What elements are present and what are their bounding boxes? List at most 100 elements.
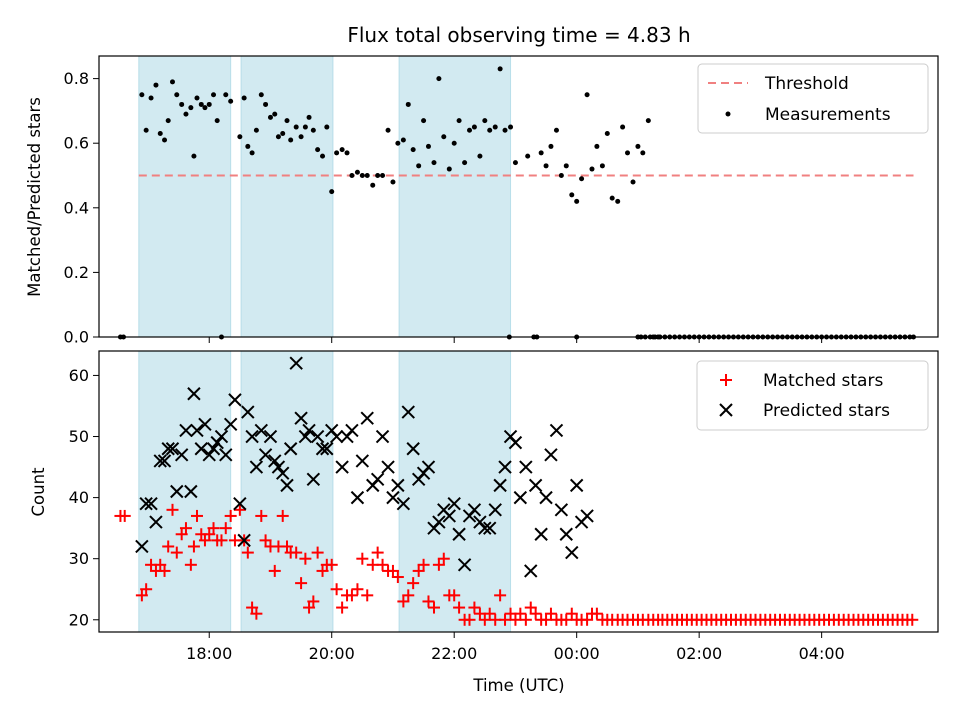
measurement-point xyxy=(615,198,621,204)
y-ticks-top: 0.0 0.2 0.4 0.6 0.8 xyxy=(64,69,99,347)
predicted-star-point xyxy=(153,454,167,468)
measurement-point xyxy=(263,101,269,107)
matched-star-point xyxy=(162,540,175,553)
predicted-star-point xyxy=(179,423,193,438)
predicted-star-point xyxy=(223,417,238,432)
matched-star-point xyxy=(179,522,192,535)
predicted-star-point xyxy=(214,429,229,444)
predicted-star-point xyxy=(544,448,558,462)
measurement-point xyxy=(492,124,498,130)
matched-star-point xyxy=(325,558,338,571)
predicted-star-point xyxy=(219,448,233,462)
predicted-star-point xyxy=(534,527,548,541)
matched-star-point xyxy=(581,613,594,626)
predicted-star-point xyxy=(442,509,457,523)
y-tick-label: 0.8 xyxy=(64,69,89,88)
measurement-point xyxy=(410,147,416,153)
matched-star-point xyxy=(198,534,211,547)
measurement-point xyxy=(385,127,391,133)
measurement-point xyxy=(431,160,437,166)
matched-star-point xyxy=(295,577,308,590)
measurement-point xyxy=(375,173,381,179)
matched-star-point xyxy=(468,601,481,614)
measurement-point xyxy=(306,114,312,120)
legend-matched-label: Matched stars xyxy=(763,371,883,391)
predicted-star-point xyxy=(396,497,411,511)
measurement-point xyxy=(157,131,163,137)
panel-ratio: 0.00.20.40.60.8 Matched/Predicted stars … xyxy=(25,55,939,347)
matched-star-point xyxy=(524,601,537,614)
measurement-point xyxy=(223,92,229,98)
measurement-point xyxy=(272,111,278,117)
matched-star-point xyxy=(448,589,461,602)
measurement-point xyxy=(553,127,559,133)
predicted-star-point xyxy=(406,442,420,456)
y-axis-label-top: Matched/Predicted stars xyxy=(25,97,44,297)
measurement-point xyxy=(538,150,544,156)
matched-star-point xyxy=(351,583,364,596)
predicted-star-point xyxy=(187,387,201,401)
predicted-star-point xyxy=(310,429,325,444)
measurement-point xyxy=(645,118,651,124)
legend-measurements-swatch xyxy=(725,111,731,117)
predicted-star-point xyxy=(144,497,158,511)
legend-predicted-swatch xyxy=(719,403,733,417)
measurement-point xyxy=(174,92,180,98)
measurement-point xyxy=(349,173,355,179)
measurement-point xyxy=(405,101,411,107)
predicted-star-point xyxy=(539,490,553,505)
measurement-point xyxy=(451,140,457,146)
matched-star-point xyxy=(303,601,316,614)
measurement-point xyxy=(380,173,386,179)
matched-star-point xyxy=(233,503,246,516)
predicted-star-point xyxy=(315,442,330,456)
measurement-point xyxy=(194,95,200,101)
predicted-star-point xyxy=(298,429,313,444)
legend-measurements-label: Measurements xyxy=(765,105,891,125)
predicted-star-point xyxy=(559,527,573,541)
measurement-point xyxy=(169,79,175,85)
predicted-stars-points xyxy=(135,356,594,578)
predicted-star-point xyxy=(391,478,405,493)
measurement-point xyxy=(579,176,585,182)
predicted-star-point xyxy=(249,460,264,474)
matched-star-point xyxy=(402,589,415,602)
predicted-star-point xyxy=(345,423,359,438)
measurement-point xyxy=(594,143,600,149)
matched-star-point xyxy=(154,558,167,571)
measurement-point xyxy=(563,163,569,169)
matched-star-point xyxy=(540,613,553,626)
matched-star-point xyxy=(219,522,232,535)
predicted-star-point xyxy=(283,442,298,456)
measurement-point xyxy=(191,153,197,159)
measurement-point xyxy=(441,134,447,140)
matched-star-point xyxy=(224,509,237,522)
predicted-star-point xyxy=(280,478,294,493)
y-axis-label-bottom: Count xyxy=(29,467,48,517)
x-tick-label: 22:00 xyxy=(431,644,477,663)
predicted-star-point xyxy=(276,466,290,480)
matched-star-point xyxy=(246,601,259,614)
predicted-star-point xyxy=(498,460,512,474)
matched-star-point xyxy=(483,607,496,620)
measurement-point xyxy=(625,150,631,156)
shaded-intervals-bottom xyxy=(138,350,512,633)
predicted-star-point xyxy=(421,460,436,474)
predicted-star-point xyxy=(554,503,569,517)
measurement-point xyxy=(310,127,316,133)
predicted-star-point xyxy=(149,515,163,529)
matched-star-point xyxy=(187,540,200,553)
matched-star-point xyxy=(361,589,374,602)
measurement-point xyxy=(456,118,462,124)
predicted-star-point xyxy=(524,564,538,578)
chart-title: Flux total observing time = 4.83 h xyxy=(347,23,690,47)
measurement-point xyxy=(543,163,549,169)
x-tick-label: 18:00 xyxy=(186,644,232,663)
matched-star-point xyxy=(432,558,445,571)
x-tick-label: 04:00 xyxy=(799,644,845,663)
measurement-point xyxy=(370,182,376,188)
matched-star-point xyxy=(544,607,557,620)
predicted-star-point xyxy=(184,484,198,499)
matched-stars-points xyxy=(114,503,919,626)
matched-star-point xyxy=(906,613,919,626)
